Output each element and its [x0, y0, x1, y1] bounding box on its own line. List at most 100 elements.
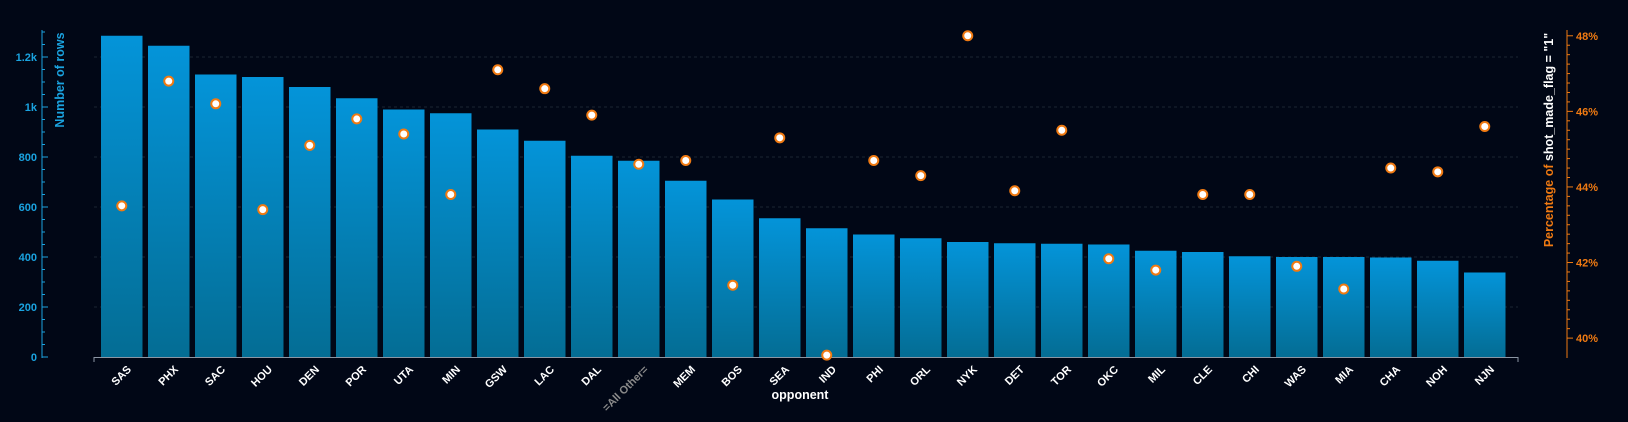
- data-point: [586, 109, 598, 121]
- data-point: [257, 204, 269, 216]
- bar: [947, 242, 989, 357]
- bars: [101, 35, 1506, 357]
- bar: [1276, 257, 1318, 357]
- bar: [1370, 257, 1412, 357]
- data-point: [774, 132, 786, 144]
- bar: [430, 113, 472, 357]
- data-point: [1479, 120, 1491, 132]
- x-tick-label: LAC: [532, 364, 557, 389]
- y-tick-label: 1.2k: [16, 52, 38, 64]
- x-tick-label: CLE: [1191, 364, 1215, 388]
- x-tick-label: OKC: [1095, 364, 1121, 390]
- bar: [994, 243, 1036, 357]
- x-tick-label: UTA: [392, 364, 416, 388]
- x-tick-label: MIN: [440, 364, 463, 387]
- y2-tick-label: 48%: [1576, 31, 1598, 43]
- x-tick-label: SEA: [767, 364, 792, 389]
- data-point: [1291, 260, 1303, 272]
- x-tick-label: DEN: [297, 364, 322, 389]
- points: [116, 30, 1491, 361]
- bar: [759, 218, 801, 357]
- data-point: [821, 349, 833, 361]
- data-point: [1103, 253, 1115, 265]
- bar: [195, 74, 237, 357]
- x-tick-label: PHX: [156, 363, 181, 388]
- data-point: [680, 154, 692, 166]
- data-point: [1150, 264, 1162, 276]
- y2-tick-label: 40%: [1576, 333, 1598, 345]
- data-point: [445, 189, 457, 200]
- x-tick-label: GSW: [483, 363, 511, 391]
- bar: [101, 35, 143, 357]
- y2-tick-label: 42%: [1576, 258, 1598, 270]
- bar: [665, 180, 707, 357]
- x-tick-label: IND: [817, 364, 839, 386]
- data-point: [1244, 189, 1256, 200]
- bar: [383, 109, 425, 357]
- x-tick-label: NOH: [1424, 364, 1450, 390]
- y2-tick-label: 46%: [1576, 106, 1598, 118]
- data-point: [398, 128, 410, 140]
- x-tick-label: NJN: [1473, 364, 1497, 388]
- bar: [1323, 257, 1365, 357]
- bar: [853, 234, 895, 357]
- data-point: [868, 154, 880, 166]
- bar: [289, 87, 331, 357]
- data-point: [915, 170, 927, 182]
- y-tick-label: 0: [31, 352, 37, 364]
- y-tick-label: 400: [19, 252, 37, 264]
- bar: [712, 199, 754, 357]
- y-axis-title: Number of rows: [53, 32, 67, 127]
- x-tick-label: CHA: [1378, 364, 1403, 389]
- x-tick-label: SAS: [109, 364, 133, 388]
- x-tick-label: MEM: [671, 364, 698, 391]
- data-point: [163, 75, 175, 87]
- data-point: [539, 83, 551, 95]
- x-tick-label: SAC: [203, 364, 228, 389]
- data-point: [962, 30, 974, 42]
- x-tick-label: MIA: [1333, 364, 1356, 387]
- axes: [41, 30, 1573, 362]
- data-point: [210, 98, 222, 110]
- data-point: [1197, 189, 1209, 200]
- data-point: [1338, 283, 1350, 295]
- data-point: [351, 113, 363, 125]
- data-point: [1009, 185, 1021, 197]
- bar: [336, 98, 378, 357]
- bar: [618, 160, 660, 357]
- data-point: [304, 139, 316, 151]
- bar: [242, 77, 284, 357]
- x-tick-label: DET: [1003, 364, 1027, 388]
- data-point: [1385, 162, 1397, 174]
- x-tick-label: HOU: [249, 364, 275, 390]
- y-tick-label: 600: [19, 202, 37, 214]
- data-point: [1056, 124, 1068, 136]
- x-tick-label: =All Other=: [601, 364, 651, 414]
- y2-axis-title-field: shot_made_flag = "1": [1542, 33, 1556, 161]
- bar: [477, 129, 519, 357]
- x-tick-label: TOR: [1049, 364, 1074, 389]
- y2-axis-title-prefix: Percentage of: [1542, 161, 1556, 247]
- bar: [1229, 256, 1271, 357]
- bar: [524, 140, 566, 357]
- bar: [1464, 272, 1506, 357]
- bar: [571, 155, 613, 357]
- y-tick-label: 200: [19, 302, 37, 314]
- bar: [148, 45, 190, 357]
- x-tick-label: MIL: [1146, 364, 1168, 386]
- bar: [1182, 252, 1224, 357]
- bar: [1041, 243, 1083, 357]
- y-tick-label: 1k: [25, 102, 38, 114]
- x-tick-label: WAS: [1283, 364, 1309, 390]
- x-tick-label: PHI: [865, 364, 886, 385]
- data-point: [116, 200, 128, 212]
- data-point: [492, 64, 504, 76]
- x-axis-title: opponent: [772, 388, 830, 402]
- x-tick-label: BOS: [720, 364, 745, 389]
- bar: [900, 238, 942, 357]
- bar: [806, 228, 848, 357]
- y2-axis-title: Percentage of shot_made_flag = "1": [1542, 33, 1556, 247]
- data-point: [633, 158, 645, 170]
